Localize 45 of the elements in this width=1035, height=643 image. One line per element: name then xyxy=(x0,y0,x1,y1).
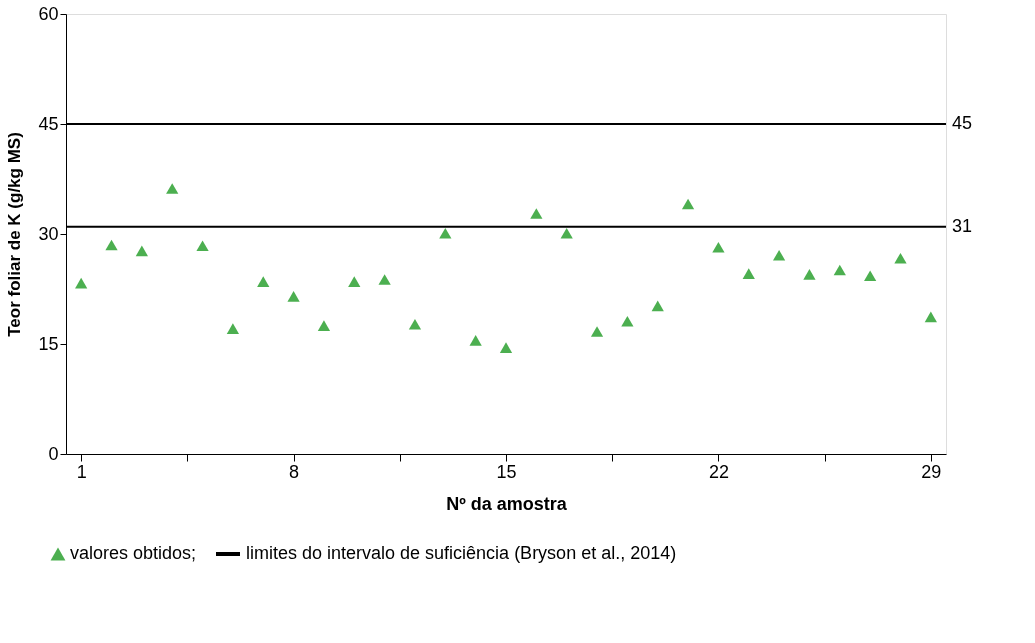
y-tick-label: 30 xyxy=(38,223,59,244)
point xyxy=(924,311,937,323)
point xyxy=(257,276,270,287)
point xyxy=(408,318,422,330)
x-tick-label: 29 xyxy=(921,461,942,482)
point xyxy=(772,249,786,261)
point xyxy=(287,291,300,302)
y-axis-title: Teor foliar de K (g/kg MS) xyxy=(5,132,25,337)
point xyxy=(833,264,846,276)
x-axis-title: Nº da amostra xyxy=(446,493,568,514)
point xyxy=(803,269,816,280)
point xyxy=(317,320,331,331)
point xyxy=(560,227,573,239)
point xyxy=(864,270,877,282)
ref-line-label: 45 xyxy=(952,113,973,133)
point xyxy=(499,342,513,353)
point xyxy=(590,326,604,337)
y-tick-label: 45 xyxy=(38,113,59,134)
x-tick-label: 22 xyxy=(708,461,729,482)
point xyxy=(166,183,179,194)
x-tick-label: 15 xyxy=(496,461,517,482)
point xyxy=(378,274,391,285)
point xyxy=(196,240,209,252)
point xyxy=(621,315,634,327)
point xyxy=(681,198,695,210)
text: limites do intervalo de suficiência (Bryson et al., 2014) xyxy=(246,543,677,563)
point xyxy=(712,241,725,253)
point xyxy=(469,335,482,346)
point xyxy=(75,277,88,289)
y-tick-label: 60 xyxy=(38,3,59,24)
legend-label: valores obtidos; xyxy=(70,543,197,563)
point xyxy=(226,323,240,334)
point xyxy=(348,276,361,287)
point xyxy=(742,268,755,279)
point xyxy=(135,245,148,257)
x-tick-label: 8 xyxy=(289,461,300,482)
point xyxy=(651,300,664,312)
x-tick-label: 1 xyxy=(76,461,87,482)
point xyxy=(105,239,118,251)
point xyxy=(530,208,543,219)
point xyxy=(894,252,907,264)
y-tick-label: 15 xyxy=(38,333,59,354)
point xyxy=(439,227,452,239)
ref-line-label: 31 xyxy=(952,215,973,236)
y-tick-label: 0 xyxy=(48,443,59,464)
